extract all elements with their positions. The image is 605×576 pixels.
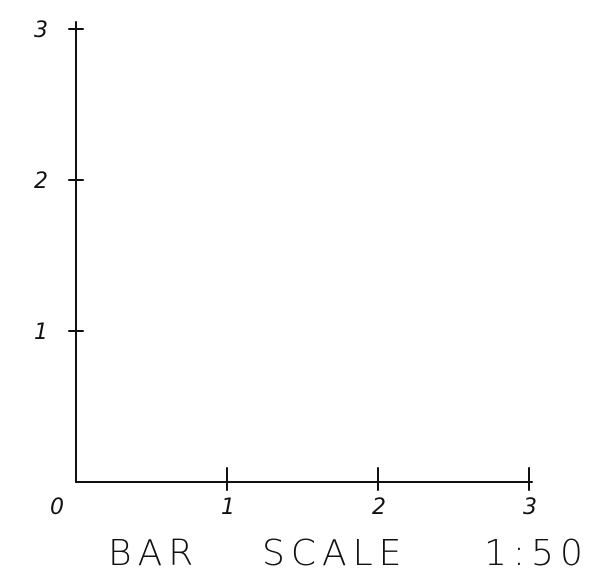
caption-ratio: 1:50	[484, 533, 589, 574]
x-tick-label-2: 2	[372, 495, 386, 520]
y-tick-label-1: 1	[34, 320, 48, 345]
x-tick-label-1: 1	[221, 495, 235, 520]
caption-scale: SCALE	[262, 533, 407, 574]
y-tick-label-3: 3	[34, 18, 48, 43]
x-tick-label-3: 3	[523, 495, 537, 520]
y-tick-label-2: 2	[34, 169, 48, 194]
caption-bar: BAR	[108, 533, 199, 574]
x-tick-label-0: 0	[50, 495, 64, 520]
